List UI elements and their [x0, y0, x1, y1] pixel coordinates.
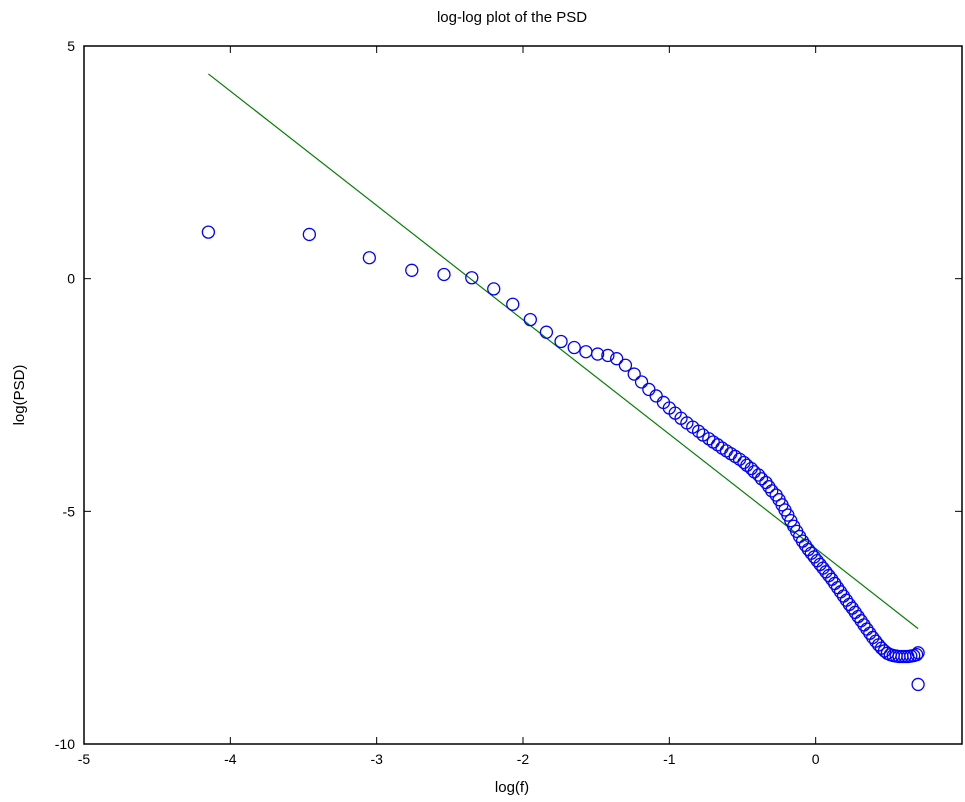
- y-tick-label: -10: [55, 736, 75, 752]
- x-tick-label: 0: [812, 751, 820, 767]
- data-point: [627, 367, 641, 381]
- data-point: [710, 438, 725, 452]
- plot-area: [83, 45, 963, 745]
- psd-points-series: [201, 225, 925, 692]
- chart-title: log-log plot of the PSD: [437, 9, 587, 26]
- data-point: [601, 348, 615, 363]
- data-point: [201, 225, 216, 239]
- data-point: [618, 358, 633, 372]
- data-point: [702, 432, 716, 446]
- data-point: [911, 646, 925, 660]
- data-point: [634, 375, 649, 389]
- y-axis-label: log(PSD): [11, 365, 28, 426]
- x-tick-label: -2: [517, 751, 530, 767]
- data-point: [909, 648, 924, 662]
- data-point: [911, 677, 925, 692]
- data-point: [751, 468, 766, 482]
- y-tick-label: 0: [67, 271, 75, 287]
- x-tick-label: -1: [663, 751, 676, 767]
- data-point: [765, 484, 779, 498]
- data-point: [610, 352, 624, 366]
- data-point: [554, 334, 568, 349]
- data-point: [567, 340, 581, 355]
- data-point: [754, 472, 769, 486]
- x-axis-label: log(f): [495, 779, 529, 796]
- data-point: [590, 347, 605, 361]
- data-point: [437, 267, 451, 282]
- data-point: [362, 251, 377, 265]
- data-point: [506, 297, 520, 311]
- y-tick-label: -5: [63, 503, 76, 519]
- data-point: [302, 227, 317, 242]
- data-point: [762, 480, 776, 494]
- data-point: [691, 424, 706, 438]
- x-tick-label: -4: [224, 751, 237, 767]
- x-tick-label: -5: [78, 751, 91, 767]
- x-tick-label: -3: [370, 751, 383, 767]
- data-point: [405, 263, 419, 277]
- data-point: [465, 271, 479, 285]
- data-point: [487, 282, 501, 296]
- y-tick-label: 5: [67, 38, 75, 54]
- x-tick-labels: -5 -4 -3 -2 -1 0: [78, 751, 820, 767]
- axis-ticks: [83, 45, 962, 745]
- y-tick-labels: -10 -5 0 5: [55, 38, 75, 752]
- data-point: [747, 465, 761, 479]
- data-point: [523, 312, 537, 327]
- data-point: [539, 325, 554, 339]
